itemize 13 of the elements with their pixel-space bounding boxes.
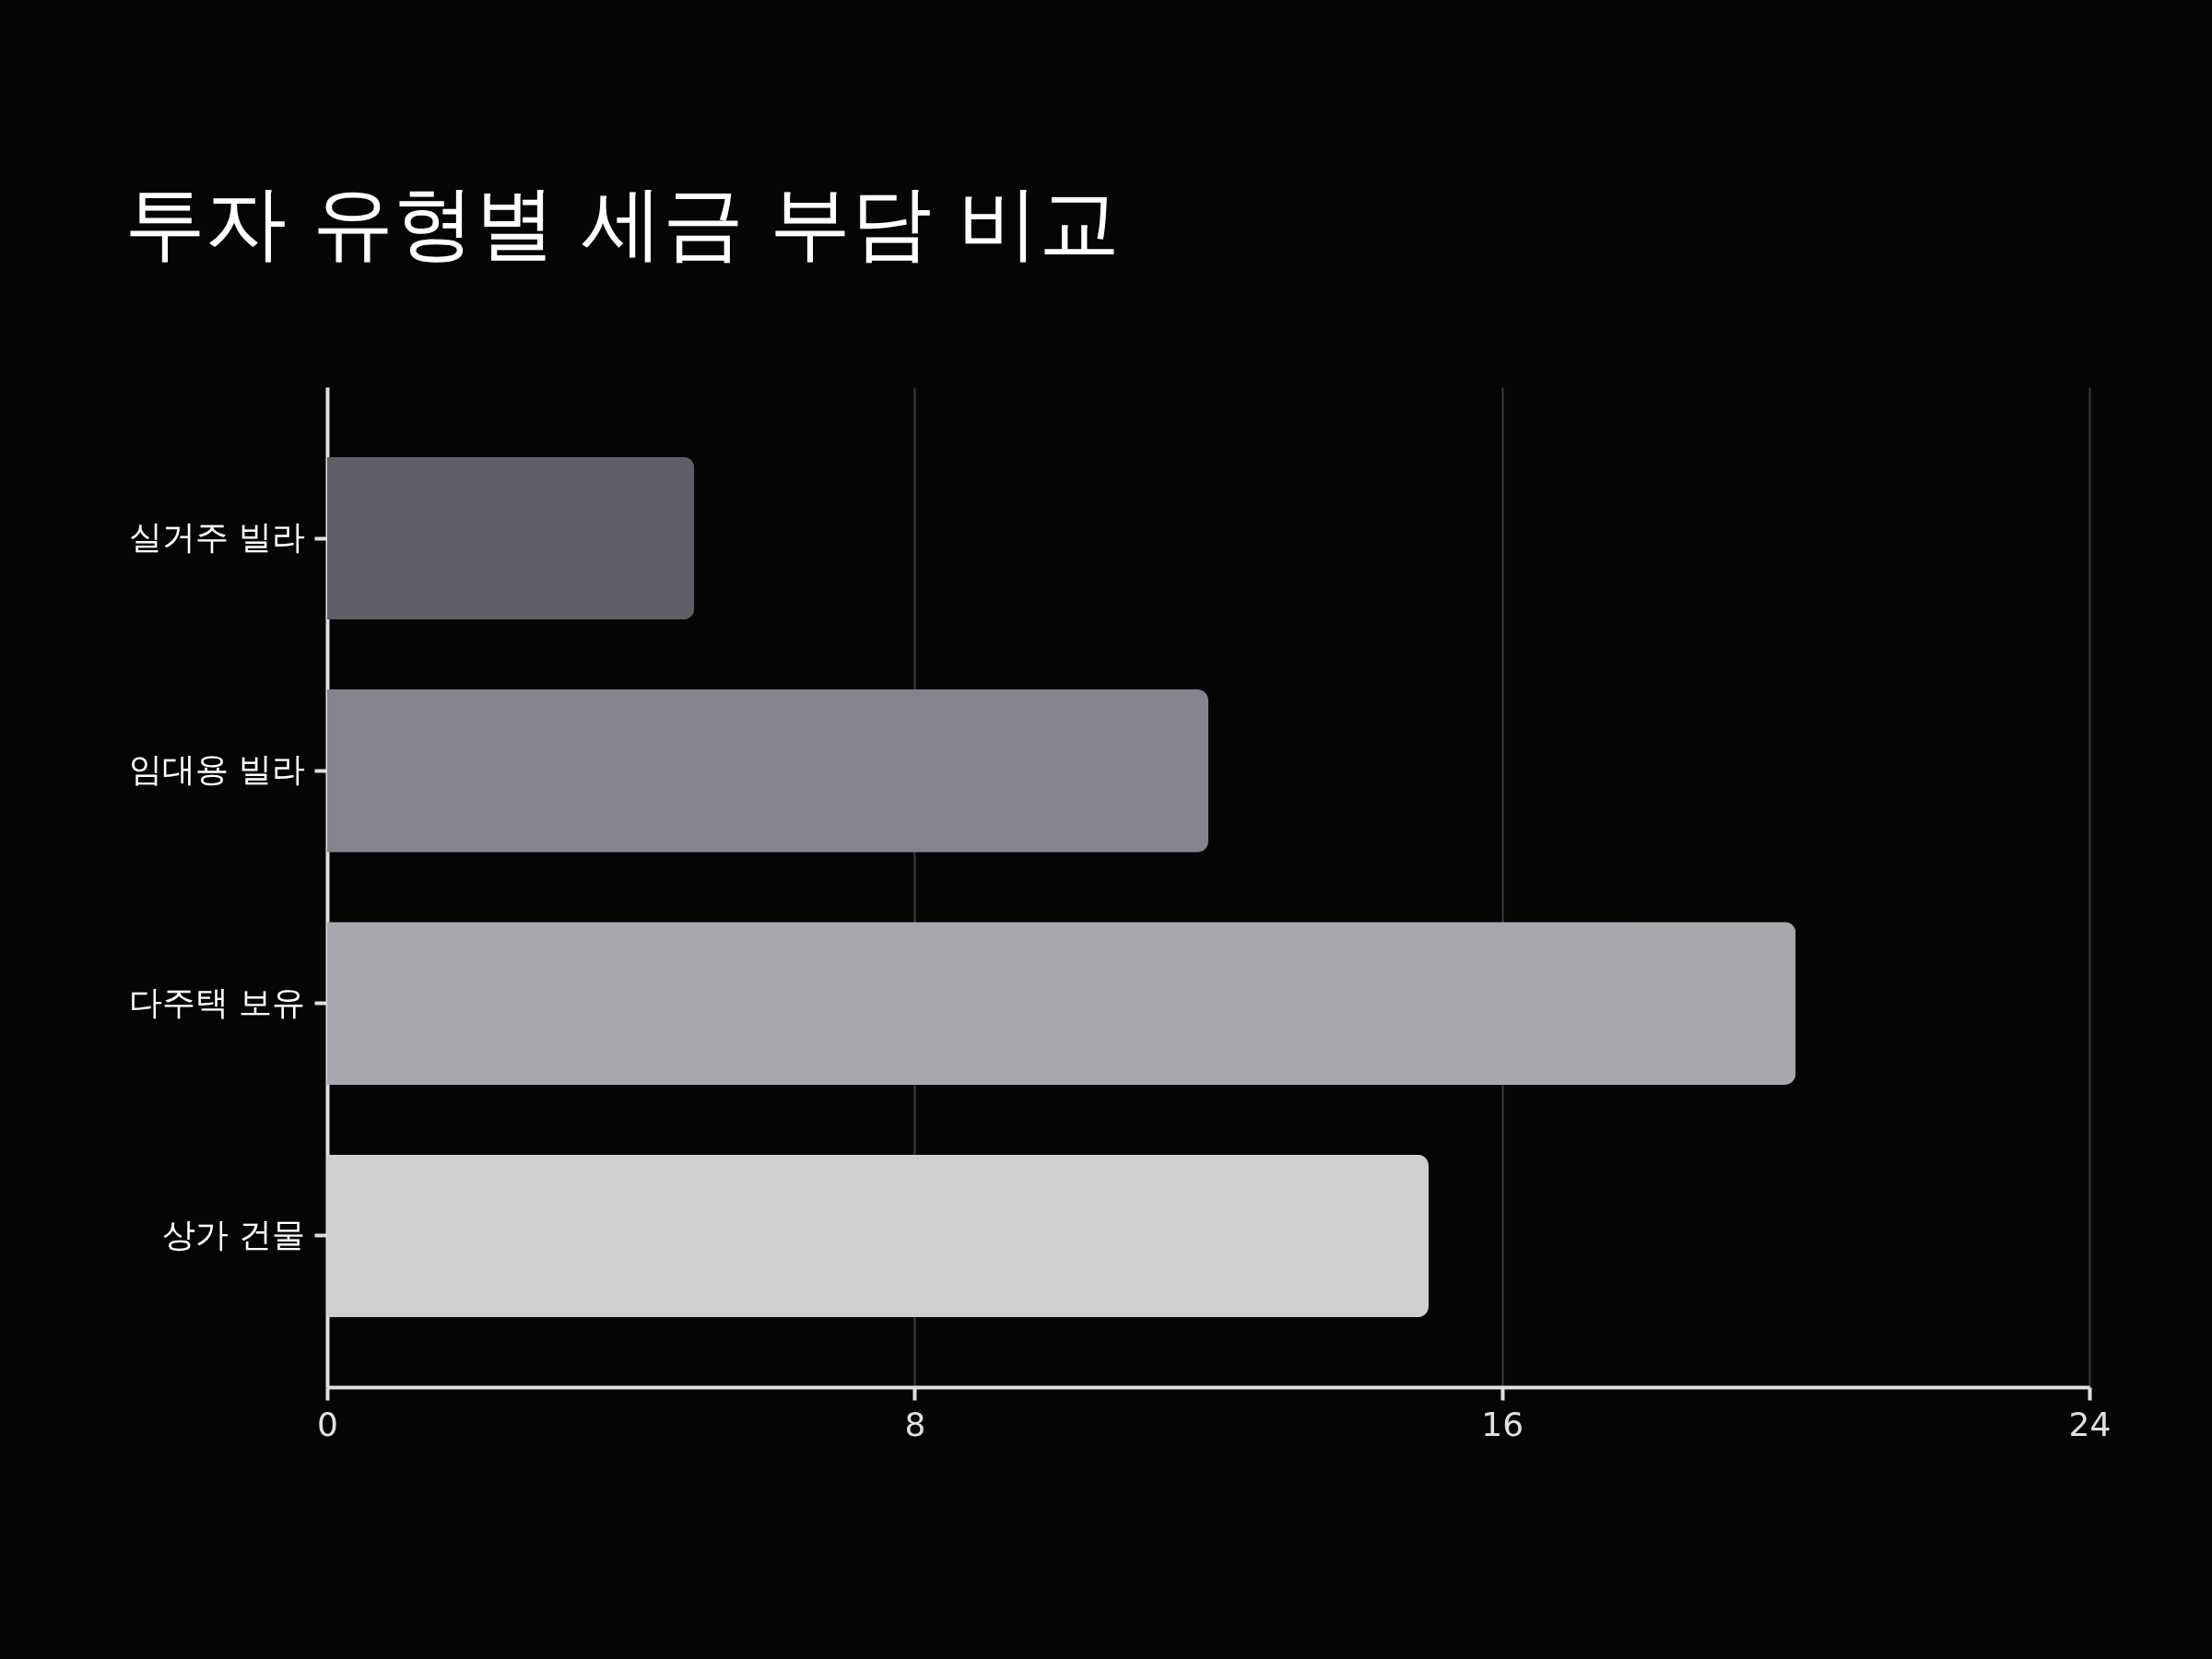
y-tick-label: 실거주 빌라 (129, 518, 306, 557)
x-tick-label: 24 (2068, 1405, 2112, 1443)
bar (327, 1154, 1429, 1318)
x-tick-label: 16 (1481, 1405, 1524, 1443)
bar (327, 456, 695, 620)
x-tick-label: 8 (904, 1405, 926, 1443)
y-tick-label: 임대용 빌라 (129, 750, 306, 789)
bar (327, 689, 1208, 853)
y-tick-label: 다주택 보유 (129, 982, 306, 1021)
y-tick-label: 상가 건물 (162, 1215, 306, 1253)
chart-title: 투자 유형별 세금 부담 비교 (124, 175, 1120, 270)
x-tick-label: 0 (317, 1405, 338, 1443)
bar (327, 922, 1796, 1085)
